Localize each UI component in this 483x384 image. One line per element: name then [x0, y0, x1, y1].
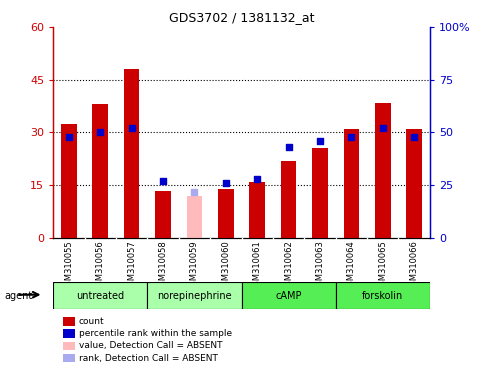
Text: GSM310066: GSM310066: [410, 240, 419, 291]
Point: [191, 189, 199, 195]
Text: GSM310058: GSM310058: [158, 240, 168, 291]
Text: GSM310060: GSM310060: [221, 240, 230, 291]
Bar: [186, 196, 202, 238]
Text: cAMP: cAMP: [275, 291, 302, 301]
Text: value, Detection Call = ABSENT: value, Detection Call = ABSENT: [79, 341, 222, 351]
Bar: [124, 69, 140, 238]
Bar: [336, 282, 430, 309]
Bar: [147, 282, 242, 309]
Text: forskolin: forskolin: [362, 291, 403, 301]
Point: [253, 176, 261, 182]
Point: [411, 134, 418, 140]
Point: [222, 180, 230, 186]
Text: agent: agent: [5, 291, 33, 301]
Text: norepinephrine: norepinephrine: [157, 291, 232, 301]
Text: GSM310055: GSM310055: [64, 240, 73, 291]
Bar: [61, 124, 77, 238]
Point: [379, 125, 387, 131]
Bar: [155, 190, 171, 238]
Point: [128, 125, 135, 131]
Bar: [249, 182, 265, 238]
Point: [285, 144, 293, 150]
Text: GSM310059: GSM310059: [190, 240, 199, 291]
Text: GSM310065: GSM310065: [378, 240, 387, 291]
Text: untreated: untreated: [76, 291, 124, 301]
Title: GDS3702 / 1381132_at: GDS3702 / 1381132_at: [169, 11, 314, 24]
Bar: [53, 282, 147, 309]
Text: rank, Detection Call = ABSENT: rank, Detection Call = ABSENT: [79, 354, 218, 363]
Bar: [218, 189, 234, 238]
Text: percentile rank within the sample: percentile rank within the sample: [79, 329, 232, 338]
Point: [159, 178, 167, 184]
Text: GSM310063: GSM310063: [315, 240, 325, 291]
Point: [348, 134, 355, 140]
Text: GSM310057: GSM310057: [127, 240, 136, 291]
Bar: [375, 103, 391, 238]
Bar: [406, 129, 422, 238]
Text: GSM310064: GSM310064: [347, 240, 356, 291]
Point: [97, 129, 104, 136]
Bar: [242, 282, 336, 309]
Text: GSM310062: GSM310062: [284, 240, 293, 291]
Bar: [92, 104, 108, 238]
Bar: [281, 161, 297, 238]
Text: GSM310061: GSM310061: [253, 240, 262, 291]
Text: GSM310056: GSM310056: [96, 240, 105, 291]
Point: [316, 138, 324, 144]
Text: count: count: [79, 317, 104, 326]
Bar: [312, 148, 328, 238]
Point: [65, 134, 73, 140]
Bar: [343, 129, 359, 238]
